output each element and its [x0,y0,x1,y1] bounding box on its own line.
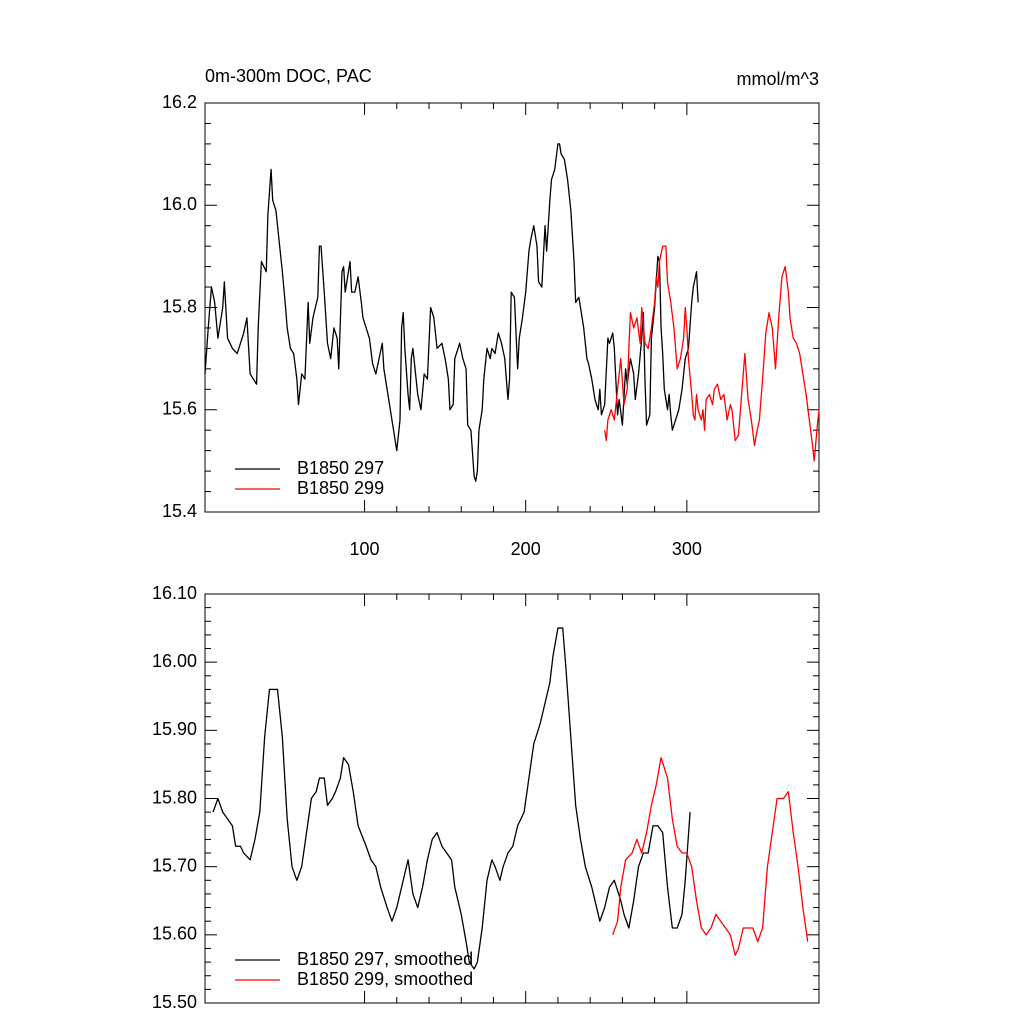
y-tick-label: 16.00 [152,651,197,671]
y-tick-label: 16.10 [152,583,197,603]
y-tick-label: 15.80 [152,787,197,807]
units-label: mmol/m^3 [737,69,819,89]
y-tick-label: 15.50 [152,992,197,1012]
legend-label: B1850 297 [297,458,384,478]
x-tick-label: 300 [672,539,702,559]
legend-label: B1850 299, smoothed [297,969,473,989]
series-line [204,143,699,482]
y-tick-label: 16.0 [162,194,197,214]
plot-frame [204,102,820,513]
y-tick-label: 15.90 [152,719,197,739]
y-tick-label: 15.6 [162,399,197,419]
chart-title: 0m-300m DOC, PAC [205,66,372,86]
plot-frame [204,593,820,1004]
y-tick-label: 15.8 [162,296,197,316]
series-line [212,627,691,970]
legend-label: B1850 299 [297,478,384,498]
x-tick-label: 100 [350,539,380,559]
x-tick-label: 200 [511,539,541,559]
y-tick-label: 15.60 [152,924,197,944]
series-line [612,756,809,956]
y-tick-label: 15.70 [152,855,197,875]
y-tick-label: 16.2 [162,92,197,112]
y-tick-label: 15.4 [162,501,197,521]
legend-label: B1850 297, smoothed [297,949,473,969]
series-line [604,245,820,462]
